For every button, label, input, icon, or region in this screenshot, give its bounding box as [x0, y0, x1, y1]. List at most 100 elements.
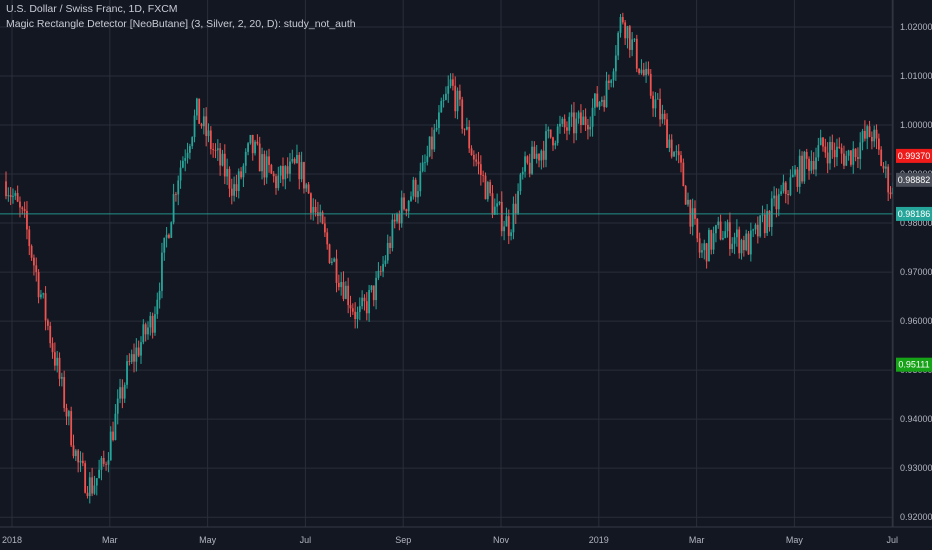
candle-body-128 — [303, 162, 305, 189]
price-tag-text-current: 0.98186 — [898, 209, 931, 219]
symbol-title[interactable]: U.S. Dollar / Swiss Franc, 1D, FXCM — [6, 3, 178, 15]
candle-body-354 — [829, 142, 831, 164]
candle-body-34 — [84, 463, 87, 493]
y-tick-label-10: 0.92000 — [900, 512, 932, 522]
candle-body-237 — [556, 126, 559, 144]
candle-body-194 — [456, 90, 459, 112]
candle-body-297 — [696, 218, 699, 239]
candle-body-83 — [198, 98, 201, 124]
candle-body-136 — [321, 212, 324, 224]
candle-body-59 — [142, 324, 145, 343]
candle-body-164 — [386, 242, 389, 261]
candle-body-58 — [140, 342, 142, 356]
candle-body-337 — [789, 177, 792, 196]
candle-body-196 — [461, 99, 464, 129]
candle-body-101 — [240, 171, 242, 178]
candle-body-166 — [391, 219, 394, 248]
candle-body-212 — [498, 201, 501, 204]
candle-body-66 — [158, 290, 161, 300]
candle-body-122 — [289, 161, 291, 174]
candle-body-283 — [663, 113, 666, 120]
candle-body-327 — [766, 211, 769, 234]
candle-body-108 — [256, 141, 259, 144]
candle-body-371 — [868, 126, 871, 137]
candle-body-234 — [549, 129, 552, 138]
candle-body-302 — [708, 230, 710, 262]
candle-body-105 — [249, 134, 252, 144]
candle-body-246 — [577, 112, 580, 119]
candle-body-190 — [447, 85, 450, 94]
candle-body-243 — [570, 112, 573, 117]
price-axis[interactable]: 1.020001.010001.000000.990000.980000.970… — [892, 0, 932, 550]
candle-body-359 — [840, 147, 843, 154]
x-tick-label-9: Jul — [886, 535, 898, 545]
candle-body-26 — [65, 408, 68, 417]
candle-body-299 — [701, 250, 703, 253]
long-position-tool[interactable] — [0, 156, 932, 365]
candle-body-344 — [805, 151, 808, 159]
candle-body-226 — [531, 146, 533, 174]
candle-body-266 — [624, 22, 627, 39]
candle-body-307 — [719, 221, 722, 240]
study-title[interactable]: Magic Rectangle Detector [NeoButane] (3,… — [6, 18, 356, 30]
candle-body-11 — [30, 246, 33, 258]
candle-body-312 — [731, 243, 734, 250]
candle-body-192 — [452, 79, 454, 86]
candle-body-46 — [112, 431, 114, 441]
candle-body-142 — [335, 258, 338, 283]
candle-body-131 — [310, 193, 312, 213]
candle-body-340 — [796, 169, 799, 187]
candle-body-156 — [368, 290, 371, 314]
candle-body-63 — [151, 315, 154, 333]
candle-body-252 — [591, 107, 594, 127]
candle-body-335 — [784, 182, 787, 194]
candle-body-353 — [826, 152, 829, 164]
candle-body-206 — [484, 175, 487, 200]
candle-body-189 — [445, 93, 447, 100]
candle-body-87 — [207, 130, 210, 136]
candle-body-129 — [305, 184, 308, 189]
candle-body-175 — [412, 179, 415, 197]
candle-body-357 — [836, 146, 838, 158]
candle-body-79 — [188, 146, 191, 153]
candle-body-278 — [652, 95, 654, 109]
candle-body-37 — [91, 477, 94, 494]
candle-body-9 — [26, 210, 28, 230]
candle-body-103 — [244, 151, 247, 166]
x-tick-label-0: 2018 — [2, 535, 22, 545]
candle-body-104 — [247, 143, 249, 152]
candle-body-204 — [479, 164, 482, 175]
candle-body-47 — [114, 413, 117, 441]
candle-body-38 — [93, 485, 96, 494]
candle-body-113 — [268, 156, 270, 165]
candle-body-308 — [722, 238, 724, 240]
candle-body-311 — [728, 222, 731, 250]
candle-body-7 — [21, 207, 24, 210]
candle-body-230 — [540, 150, 543, 161]
candle-body-260 — [610, 80, 613, 83]
candle-body-49 — [119, 387, 121, 399]
candle-body-289 — [677, 151, 680, 156]
candle-body-348 — [815, 157, 817, 170]
candle-body-378 — [884, 166, 887, 169]
candle-body-57 — [137, 347, 140, 356]
time-axis[interactable]: 2018MarMayJulSepNov2019MarMayJulSepNov20… — [0, 526, 932, 550]
candle-body-27 — [67, 411, 70, 417]
candle-body-158 — [372, 285, 375, 301]
candle-body-97 — [230, 188, 233, 196]
candle-body-90 — [214, 150, 217, 151]
y-tick-label-4: 0.98000 — [900, 218, 932, 228]
candle-body-325 — [761, 214, 764, 216]
candle-body-155 — [365, 301, 368, 314]
candle-body-80 — [191, 137, 194, 147]
candle-body-233 — [547, 129, 550, 132]
candle-body-295 — [691, 208, 694, 227]
candle-body-18 — [46, 320, 49, 326]
candle-body-121 — [286, 166, 289, 174]
candle-body-334 — [782, 182, 785, 192]
candle-body-272 — [638, 68, 641, 74]
candle-body-112 — [265, 156, 268, 178]
candle-body-224 — [526, 156, 529, 163]
candle-body-36 — [88, 477, 91, 497]
